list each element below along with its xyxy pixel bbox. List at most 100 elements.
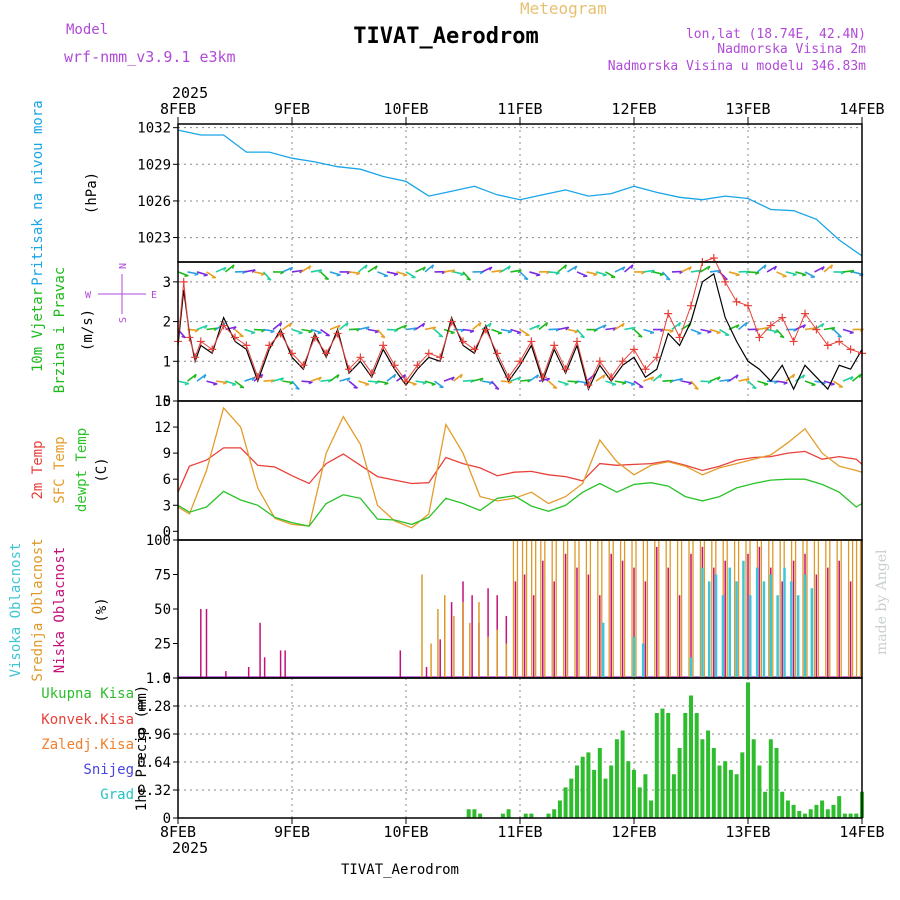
precip-bar (723, 761, 728, 818)
wind-arrow (605, 271, 616, 279)
date-tick-bottom: 11FEB (497, 823, 542, 841)
wind-arrow-head (536, 324, 541, 329)
wind-arrow-head (752, 386, 757, 390)
wind-arrow-head (393, 273, 398, 277)
wind-arrow-head (251, 377, 256, 381)
y-tick-label: 0.96 (137, 727, 171, 743)
wind-arrow (823, 380, 835, 386)
wind-arrow-head (574, 330, 579, 334)
wind-arrow (481, 266, 493, 273)
y-tick-label: 0.64 (137, 755, 171, 771)
wind-arrow (851, 373, 862, 382)
wind-arrow-head (707, 265, 711, 271)
precip-bar (848, 813, 853, 818)
wind-arrow-head (830, 264, 834, 269)
gust-marker (561, 365, 570, 374)
wind-arrow-head (650, 269, 655, 274)
mid-cloud-label: Srednja Oblacnost (30, 538, 46, 681)
wind-arrow (453, 373, 463, 382)
wind-arrow (737, 321, 748, 331)
gust-marker (288, 349, 296, 358)
year-label-bottom: 2025 (172, 839, 208, 857)
wind-arrow-head (479, 377, 484, 382)
wind-arrow-head (478, 322, 482, 327)
model-name: wrf-nmm_v3.9.1 e3km (64, 48, 236, 66)
time-axes: 202520258FEB8FEB9FEB9FEB10FEB10FEB11FEB1… (160, 84, 885, 857)
wind-arrow (766, 265, 777, 273)
wind-arrow (462, 379, 475, 382)
precip-bar (785, 800, 790, 818)
wind-arrow (206, 271, 217, 279)
gust-marker (801, 309, 809, 318)
wind-arrow-head (735, 374, 739, 379)
gust-marker (413, 361, 422, 370)
wind-arrow (567, 380, 579, 383)
precip-legend-0: Ukupna Kisa (41, 686, 134, 702)
wind-arrow (595, 271, 607, 276)
wind-arrow (358, 326, 370, 331)
gust-marker (276, 329, 285, 338)
wind-arrow (319, 271, 330, 281)
precip-bar (797, 811, 802, 818)
y-tick-label: 1 (163, 354, 171, 370)
wind-arrow-head (821, 323, 825, 328)
wind-arrow (624, 380, 636, 386)
wind-arrow-head (831, 327, 836, 331)
wind-arrow-head (422, 322, 426, 328)
meteogram-label: Meteogram (520, 0, 607, 18)
y-tick-label: 1.28 (137, 699, 171, 715)
gust-marker (630, 345, 638, 354)
wind-arrow (415, 380, 427, 384)
wind-arrow-head (279, 322, 283, 327)
wind-arrow-head (459, 374, 463, 379)
precip-legend-2: Zaledj.Kisa (41, 737, 134, 753)
wind-arrow (614, 380, 626, 384)
precip-bar (654, 713, 659, 818)
wind-arrow (595, 324, 607, 331)
wind-arrow-head (181, 335, 186, 339)
wind-arrow (291, 269, 304, 273)
wind-arrow (557, 380, 569, 386)
wind-arrow (624, 326, 636, 331)
wind-arrow-head (802, 274, 807, 277)
wind-arrow-head (811, 384, 816, 387)
wind-arrow-head (308, 265, 312, 270)
wind-arrow (377, 271, 389, 277)
gust-marker (550, 341, 559, 350)
wind-arrow (529, 374, 539, 382)
wind-arrow (842, 376, 854, 382)
wind-arrow (671, 377, 683, 382)
wind-arrow (814, 380, 826, 384)
wind-arrow (643, 328, 655, 334)
wind-arrow (215, 380, 228, 384)
wind-arrow (719, 378, 731, 382)
compass-west: W (85, 290, 92, 301)
y-tick-label: 1026 (137, 194, 171, 210)
wind-arrow-head (355, 272, 361, 276)
wind-arrow-head (223, 267, 227, 272)
gust-marker (664, 309, 673, 318)
wind-arrow-head (611, 383, 617, 386)
precip-bar (768, 739, 773, 818)
wind-arrow (443, 376, 455, 382)
wind-arrow (795, 374, 806, 382)
wind-arrow (263, 328, 275, 333)
wind-arrow (757, 326, 769, 331)
wind-arrow (224, 264, 235, 273)
gust-marker (424, 349, 433, 358)
wind-arrow-head (574, 265, 578, 270)
wind-arrow (500, 328, 512, 333)
wind-arrow (681, 380, 693, 384)
wind-arrow (709, 376, 721, 382)
wind-arrow (567, 265, 578, 273)
gust-marker (721, 277, 730, 286)
wind-arrow-head (295, 387, 300, 391)
y-tick-label: 12 (154, 420, 171, 436)
precip-bar (529, 813, 534, 818)
compass-south: S (118, 317, 129, 323)
pressure-label: Pritisak na nivou mora (30, 100, 46, 285)
wind-arrow (586, 271, 598, 276)
gust-marker (242, 341, 251, 350)
wind-arrow (462, 271, 472, 281)
precip-bar (706, 730, 711, 818)
